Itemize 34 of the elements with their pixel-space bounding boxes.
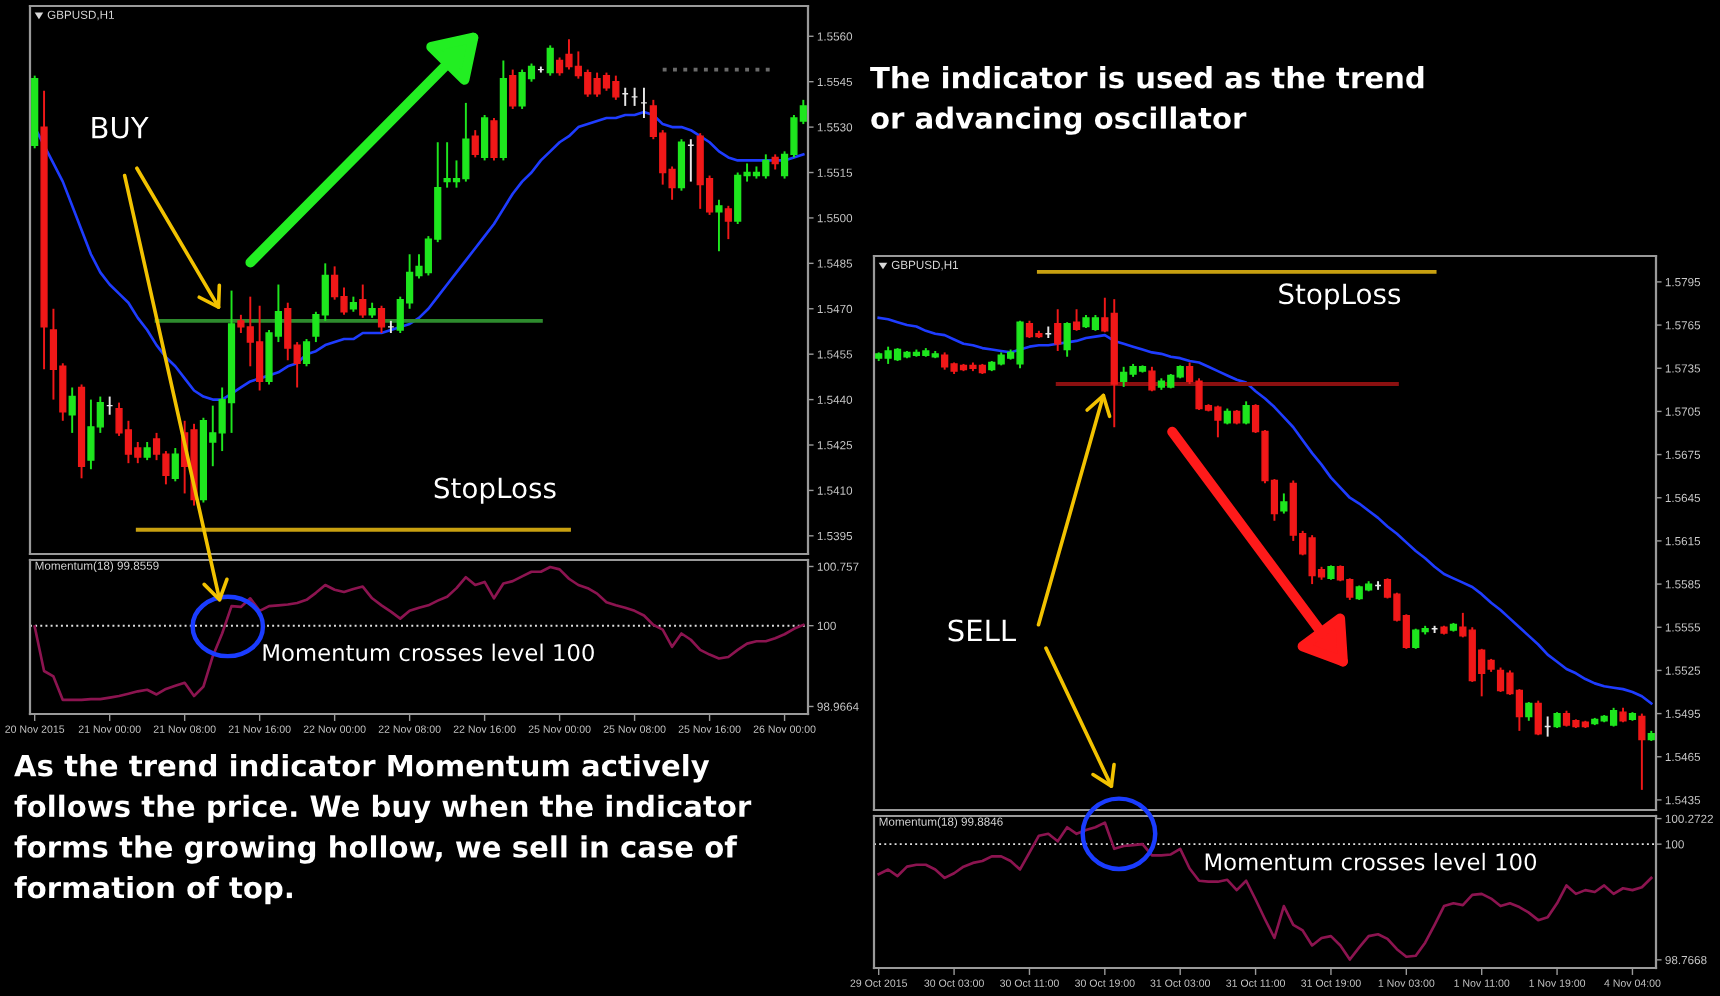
candlestick xyxy=(68,386,76,434)
annotation: StopLoss xyxy=(1279,283,1401,310)
text: As the trend indicator Momentum actively follows the price. We buy when the indicator forms the growing hollow, we sell in case of formation of top. xyxy=(14,754,752,905)
annotation: BUY xyxy=(92,116,149,139)
candlestick xyxy=(1072,308,1081,332)
candlestick xyxy=(471,129,479,159)
candlestick xyxy=(1638,712,1646,791)
candlestick xyxy=(171,447,179,483)
candlestick xyxy=(359,283,367,319)
annotation: Momentum crosses level 100 xyxy=(1205,852,1537,871)
candlestick xyxy=(490,117,498,162)
candlestick xyxy=(1280,492,1288,515)
candlestick xyxy=(302,338,311,368)
candlestick xyxy=(143,441,151,462)
candlestick xyxy=(715,198,723,253)
line-series xyxy=(33,565,805,702)
candlestick xyxy=(1525,701,1533,722)
annotation: SELL xyxy=(948,619,1016,642)
candlestick xyxy=(1148,365,1156,393)
candlestick xyxy=(481,114,489,162)
candlestick xyxy=(377,304,386,334)
candlestick xyxy=(677,138,686,192)
annotation: StopLoss xyxy=(434,477,556,504)
line-series xyxy=(877,316,1653,705)
annotation: Momentum crosses level 100 xyxy=(263,643,594,662)
candlestick xyxy=(509,68,517,110)
candlestick xyxy=(1054,308,1062,352)
candlestick xyxy=(546,44,554,77)
line-series xyxy=(877,821,1653,961)
candlestick xyxy=(1063,321,1071,358)
text: The indicator is used as the trend or advancing oscillator xyxy=(870,66,1424,135)
candlestick xyxy=(1534,699,1542,737)
candlestick xyxy=(1609,706,1618,728)
candlestick xyxy=(724,204,732,241)
